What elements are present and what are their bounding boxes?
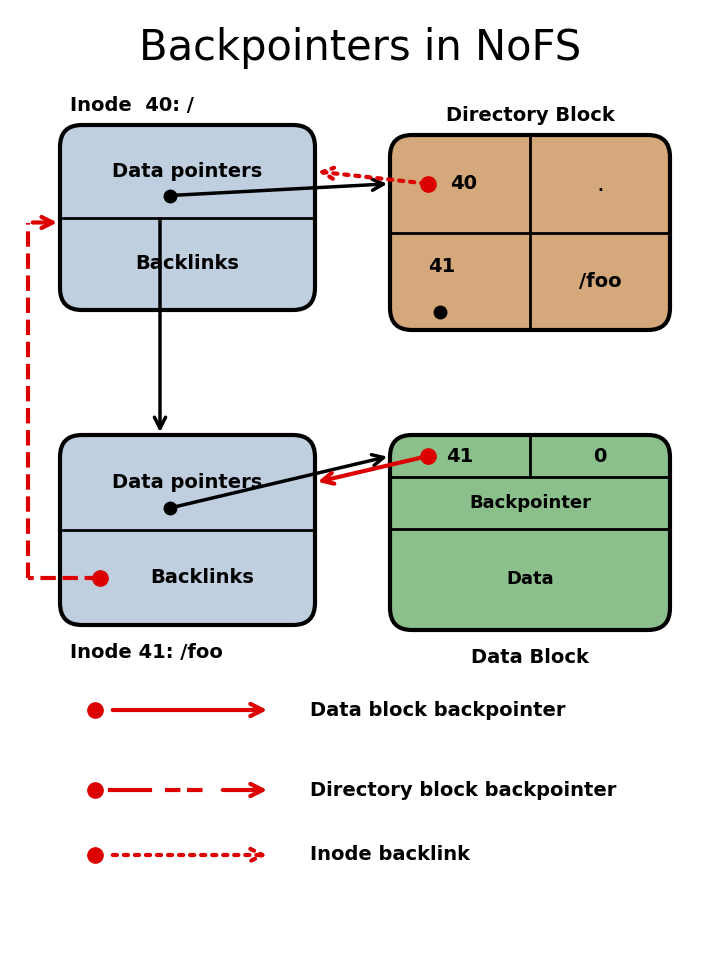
Text: Directory block backpointer: Directory block backpointer xyxy=(310,780,616,800)
Text: Inode  40: /: Inode 40: / xyxy=(70,96,194,115)
FancyBboxPatch shape xyxy=(60,435,315,625)
FancyBboxPatch shape xyxy=(60,125,315,310)
Text: Backlinks: Backlinks xyxy=(135,254,240,274)
Text: Backlinks: Backlinks xyxy=(150,568,254,587)
Text: 41: 41 xyxy=(446,446,473,466)
Text: Data: Data xyxy=(506,570,554,588)
Text: Data pointers: Data pointers xyxy=(112,473,263,492)
Text: 0: 0 xyxy=(593,446,607,466)
Text: 40: 40 xyxy=(450,175,477,193)
Text: Backpointer: Backpointer xyxy=(469,494,591,512)
Text: Data pointers: Data pointers xyxy=(112,161,263,180)
Text: Inode backlink: Inode backlink xyxy=(310,846,470,865)
Text: Data block backpointer: Data block backpointer xyxy=(310,701,565,719)
Text: .: . xyxy=(596,172,604,196)
Text: Backpointers in NoFS: Backpointers in NoFS xyxy=(139,27,581,69)
Text: /foo: /foo xyxy=(579,272,621,291)
Text: Data Block: Data Block xyxy=(471,648,589,667)
FancyBboxPatch shape xyxy=(390,135,670,330)
Text: Directory Block: Directory Block xyxy=(446,106,614,125)
Text: 41: 41 xyxy=(428,257,455,276)
FancyBboxPatch shape xyxy=(390,435,670,630)
Text: Inode 41: /foo: Inode 41: /foo xyxy=(70,643,223,662)
